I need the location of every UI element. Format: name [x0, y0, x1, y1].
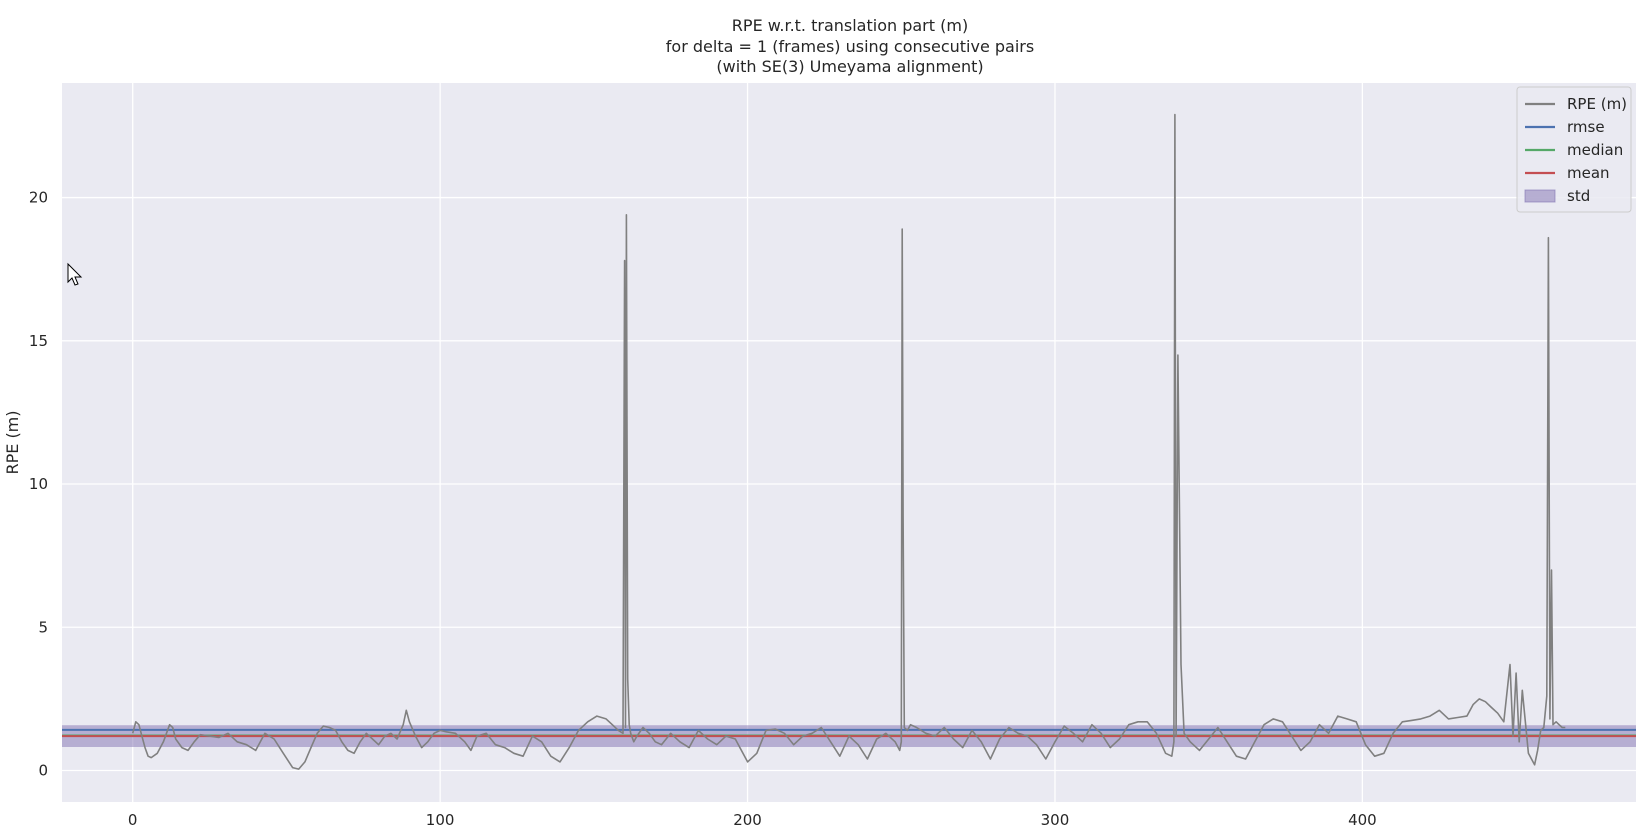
mouse-cursor-icon [67, 262, 83, 286]
grid-lines [62, 83, 1636, 802]
legend-label: RPE (m) [1567, 95, 1627, 113]
title-line-1: RPE w.r.t. translation part (m) [732, 16, 968, 35]
y-tick-label: 10 [29, 475, 48, 493]
legend: RPE (m) rmse median mean std [1516, 86, 1632, 213]
legend-label: median [1567, 141, 1623, 159]
legend-label: std [1567, 187, 1590, 205]
title-line-2: for delta = 1 (frames) using consecutive… [666, 37, 1034, 56]
x-tick-label: 400 [1348, 811, 1377, 829]
y-tick-labels: 0 5 10 15 20 [29, 189, 48, 780]
legend-box [1516, 86, 1632, 213]
x-tick-label: 100 [426, 811, 455, 829]
y-tick-label: 0 [38, 761, 48, 779]
series-line-rpe [131, 113, 1566, 770]
x-tick-label: 200 [733, 811, 762, 829]
chart-title: RPE w.r.t. translation part (m) for delt… [666, 16, 1034, 76]
legend-label: rmse [1567, 118, 1605, 136]
legend-label: mean [1567, 164, 1610, 182]
plot-area [62, 83, 1636, 802]
y-axis-label: RPE (m) [3, 410, 22, 474]
x-tick-label: 300 [1041, 811, 1070, 829]
y-tick-label: 20 [29, 189, 48, 207]
series-layer [131, 113, 1566, 770]
y-tick-label: 5 [38, 618, 48, 636]
title-line-3: (with SE(3) Umeyama alignment) [716, 57, 983, 76]
x-tick-label: 0 [128, 811, 138, 829]
x-tick-labels: 0 100 200 300 400 [128, 811, 1377, 829]
y-tick-label: 15 [29, 332, 48, 350]
legend-swatch [1524, 189, 1556, 203]
